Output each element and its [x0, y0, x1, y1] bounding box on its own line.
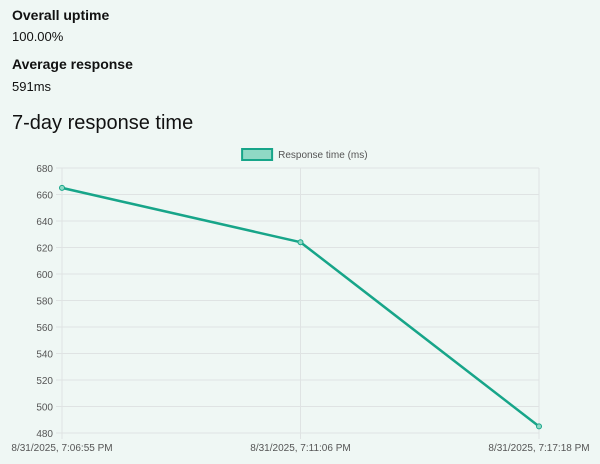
- y-tick-label: 500: [36, 403, 53, 414]
- stat-uptime-label: Overall uptime: [12, 7, 110, 23]
- y-tick-label: 600: [36, 270, 53, 281]
- response-time-chart: Response time (ms) 480 500 520 540 560 580 600…: [11, 148, 590, 454]
- legend-label: Response time (ms): [278, 150, 367, 161]
- y-tick-label: 560: [36, 323, 53, 334]
- y-tick-label: 540: [36, 350, 53, 361]
- y-tick-label: 580: [36, 297, 53, 308]
- x-axis-ticks: 8/31/2025, 7:06:55 PM 8/31/2025, 7:11:06 …: [11, 443, 589, 454]
- chart-grid: [56, 167, 540, 439]
- y-tick-label: 680: [36, 164, 53, 175]
- x-tick-label: 8/31/2025, 7:06:55 PM: [11, 443, 112, 454]
- y-axis-ticks: 480 500 520 540 560 580 600 620 640 660 680: [36, 164, 53, 440]
- data-point: [536, 423, 542, 430]
- chart-legend[interactable]: Response time (ms): [241, 148, 368, 161]
- legend-swatch: [241, 148, 274, 161]
- data-point: [59, 184, 65, 191]
- y-tick-label: 520: [36, 376, 53, 387]
- y-tick-label: 620: [36, 244, 53, 255]
- data-point: [297, 239, 304, 246]
- y-tick-label: 480: [36, 429, 53, 440]
- x-tick-label: 8/31/2025, 7:17:18 PM: [488, 443, 589, 454]
- section-title: 7-day response time: [12, 112, 194, 134]
- y-tick-label: 660: [36, 191, 53, 202]
- chart-series: [59, 184, 542, 430]
- stat-uptime-value: 100.00%: [12, 29, 64, 44]
- stat-average-response-label: Average response: [12, 56, 133, 72]
- stat-average-response-value: 591ms: [12, 79, 52, 94]
- x-tick-label: 8/31/2025, 7:11:06 PM: [250, 443, 350, 454]
- y-tick-label: 640: [36, 217, 53, 228]
